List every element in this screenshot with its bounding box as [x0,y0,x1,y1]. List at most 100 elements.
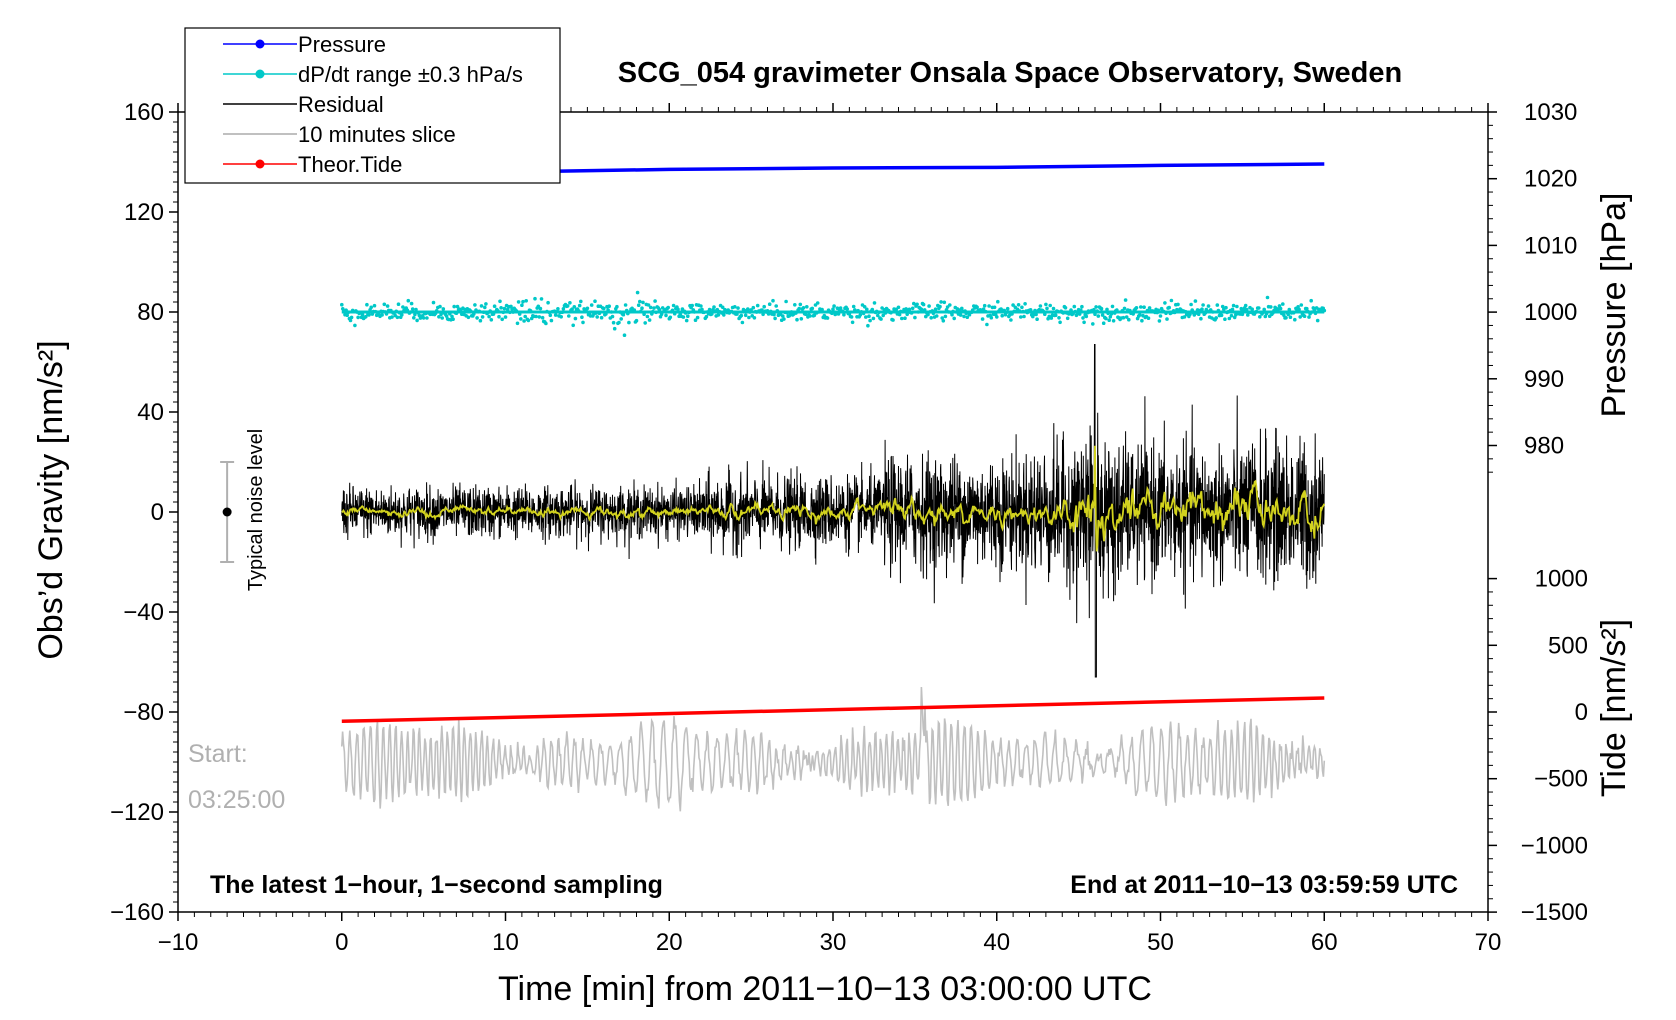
dpdt-point [699,304,703,308]
dpdt-point [410,307,415,311]
dpdt-point [455,304,460,309]
dpdt-point [960,306,964,311]
dpdt-point [1019,315,1023,319]
dpdt-point [1263,314,1268,319]
dpdt-point [950,312,954,317]
dpdt-point [1044,302,1048,307]
dpdt-point [962,314,966,319]
dpdt-point [400,313,404,317]
pressure-tick-label: 980 [1524,433,1564,460]
dpdt-point [360,312,365,317]
dpdt-point [425,316,429,320]
dpdt-point [1258,315,1262,319]
dpdt-point [1215,303,1220,307]
dpdt-point [413,312,417,317]
dpdt-point [1099,306,1104,311]
dpdt-point [499,306,503,310]
dpdt-point [1224,305,1228,310]
x-tick-label: 50 [1147,929,1174,956]
dpdt-point [1265,295,1270,300]
dpdt-point [865,307,869,312]
pressure-tick-label: 1000 [1524,299,1577,326]
dpdt-point [1065,316,1070,321]
dpdt-point [805,305,809,309]
dpdt-point [556,307,560,311]
dpdt-point [1297,307,1301,312]
dpdt-point [1051,306,1056,311]
dpdt-point [382,302,387,307]
dpdt-point [581,320,585,325]
dpdt-point [1049,316,1054,320]
dpdt-point [747,315,751,320]
dpdt-point [367,313,371,317]
dpdt-point [1111,319,1116,323]
dpdt-point [498,299,502,304]
dpdt-point [1206,304,1211,308]
dpdt-point [1082,320,1086,325]
dpdt-point [1105,307,1109,312]
dpdt-point [704,314,709,319]
dpdt-point [473,303,477,307]
dpdt-point [533,296,537,301]
dpdt-point [958,313,963,317]
dpdt-point [1016,303,1021,307]
dpdt-point [980,317,985,321]
dpdt-point [1158,314,1163,318]
dpdt-point [1121,315,1126,320]
dpdt-point [585,306,590,311]
dpdt-point [812,313,817,318]
dpdt-point [1122,306,1127,311]
dpdt-point [421,316,426,320]
dpdt-point [1139,305,1143,309]
dpdt-point [415,318,419,323]
dpdt-point [948,303,952,307]
dpdt-point [733,305,737,309]
x-tick-label: −10 [158,929,199,956]
legend-item: Pressure [223,32,386,57]
dpdt-point [1282,313,1286,318]
dpdt-point [519,317,523,321]
series-dpdt [340,290,1327,338]
legend-label: dP/dt range ±0.3 hPa/s [298,62,523,87]
dpdt-point [634,318,639,323]
dpdt-point [739,313,744,318]
dpdt-point [913,315,917,320]
dpdt-point [559,315,563,319]
chart-title: SCG_054 gravimeter Onsala Space Observat… [618,57,1402,89]
dpdt-point [1147,306,1152,310]
dpdt-point [1281,302,1285,306]
dpdt-point [891,318,895,322]
dpdt-point [1193,299,1198,303]
dpdt-point [664,313,668,318]
dpdt-point [1108,314,1113,319]
dpdt-point [866,323,870,328]
dpdt-point [466,315,471,320]
dpdt-point [414,307,418,312]
dpdt-point [561,307,566,311]
dpdt-point [992,305,997,310]
dpdt-point [431,300,436,305]
dpdt-point [1182,315,1187,319]
dpdt-point [938,304,942,309]
dpdt-point [478,318,483,323]
dpdt-point [610,314,615,319]
legend-swatch-marker [255,159,265,169]
dpdt-point [1140,318,1144,323]
dpdt-point [1081,316,1085,320]
dpdt-point [553,313,558,317]
dpdt-point [1096,314,1101,318]
dpdt-point [617,320,621,325]
dpdt-point [927,304,931,308]
dpdt-point [1023,302,1027,306]
dpdt-point [1011,303,1015,307]
series-residual-line [341,344,1325,678]
dpdt-point [1176,302,1180,307]
dpdt-point [1315,318,1320,323]
dpdt-point [526,318,531,323]
dpdt-point [437,315,441,319]
dpdt-point [1307,315,1311,319]
dpdt-point [797,306,801,311]
dpdt-point [372,303,377,308]
dpdt-point [1257,306,1261,310]
legend-item: Residual [223,92,384,117]
